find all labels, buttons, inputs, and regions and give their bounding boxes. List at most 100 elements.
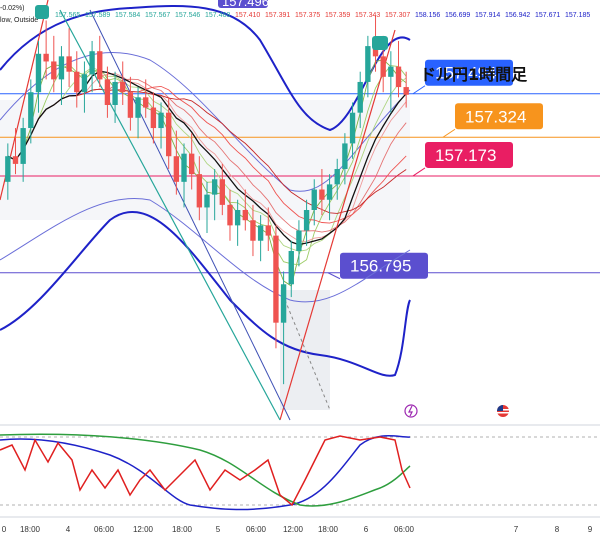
candle bbox=[181, 143, 187, 208]
chart-title: ドル円1時間足 bbox=[420, 65, 528, 84]
candle bbox=[51, 35, 57, 93]
candle bbox=[112, 71, 118, 123]
ticker-value: 158.156 bbox=[415, 12, 440, 19]
candle bbox=[196, 156, 203, 221]
trendline-teal-down bbox=[59, 9, 281, 421]
candle bbox=[12, 128, 19, 175]
price-tag-label: 157.324 bbox=[465, 107, 526, 126]
candle bbox=[5, 143, 11, 200]
mid-band-lower bbox=[0, 198, 411, 303]
candle bbox=[219, 163, 226, 216]
candle bbox=[342, 133, 348, 185]
flag-us-icon[interactable] bbox=[497, 405, 509, 417]
candle bbox=[326, 174, 333, 221]
candle bbox=[97, 35, 103, 88]
moving-average-ribbon bbox=[7, 59, 407, 287]
ticker-value: 157.343 bbox=[355, 12, 380, 19]
x-tick-label: 0 bbox=[2, 525, 7, 534]
candle bbox=[334, 158, 340, 200]
candle bbox=[158, 102, 164, 149]
x-tick-label: 8 bbox=[555, 525, 560, 534]
ticker-value: 157.565 bbox=[55, 12, 80, 19]
oscillator-pane bbox=[0, 433, 600, 511]
candle bbox=[127, 76, 134, 131]
candle bbox=[265, 207, 271, 251]
x-tick-label: 06:00 bbox=[94, 525, 115, 534]
legend-indicator: low, Outside bbox=[0, 17, 38, 24]
price-tag[interactable] bbox=[425, 59, 513, 86]
candle bbox=[89, 40, 95, 93]
candle bbox=[319, 169, 325, 216]
x-tick-label: 5 bbox=[216, 525, 221, 534]
candle bbox=[257, 215, 264, 262]
x-tick-label: 6 bbox=[364, 525, 369, 534]
ticker-value: 157.567 bbox=[145, 12, 170, 19]
candle bbox=[135, 87, 141, 139]
ticker-value: 157.584 bbox=[115, 12, 140, 19]
candle bbox=[150, 92, 157, 144]
x-tick-label: 18:00 bbox=[318, 525, 339, 534]
osc-green-line bbox=[0, 433, 411, 507]
candle bbox=[311, 179, 317, 226]
candle bbox=[388, 51, 394, 113]
x-tick-label: 12:00 bbox=[133, 525, 154, 534]
price-tag-label: 157.173 bbox=[435, 146, 496, 165]
candle bbox=[173, 130, 180, 195]
candle bbox=[273, 225, 279, 349]
candle bbox=[28, 79, 34, 144]
ticker-value: 157.185 bbox=[565, 12, 590, 19]
ticker-value: 157.410 bbox=[235, 12, 260, 19]
ticker-value: 157.589 bbox=[85, 12, 110, 19]
candle bbox=[204, 181, 210, 234]
ticker-value: 157.546 bbox=[175, 12, 200, 19]
candle bbox=[303, 199, 310, 246]
ma-black-line bbox=[7, 70, 407, 246]
x-tick-label: 06:00 bbox=[394, 525, 415, 534]
candle bbox=[188, 133, 195, 190]
candle bbox=[66, 28, 72, 88]
candle bbox=[104, 66, 111, 118]
candle bbox=[74, 51, 80, 108]
candle bbox=[143, 79, 149, 118]
x-tick-label: 18:00 bbox=[20, 525, 41, 534]
ticker-value: 157.671 bbox=[535, 12, 560, 19]
price-tag-label: 157.494 bbox=[435, 64, 496, 83]
legend-pct: -0.02%) bbox=[0, 5, 25, 12]
osc-red-line bbox=[0, 435, 411, 507]
candle bbox=[296, 220, 302, 267]
top-price-tag-label: 157.496 bbox=[222, 0, 269, 9]
top-price-tag bbox=[218, 0, 268, 8]
price-tag[interactable] bbox=[455, 103, 543, 130]
ticker-value: 157.307 bbox=[385, 12, 410, 19]
candle bbox=[403, 71, 409, 108]
candle bbox=[43, 20, 49, 80]
lightning-icon[interactable] bbox=[404, 404, 418, 418]
candle bbox=[357, 71, 363, 129]
x-tick-label: 18:00 bbox=[172, 525, 193, 534]
candle bbox=[349, 102, 356, 159]
outer-band-lower bbox=[0, 211, 411, 377]
candle bbox=[280, 271, 287, 385]
trendline-blue-down bbox=[89, 9, 291, 421]
ticker-value: 157.914 bbox=[475, 12, 500, 19]
price-tag[interactable] bbox=[425, 141, 513, 168]
signal-marker-1 bbox=[35, 5, 49, 19]
candle bbox=[120, 61, 126, 105]
x-tick-label: 4 bbox=[66, 525, 71, 534]
ticker-value: 156.699 bbox=[445, 12, 470, 19]
x-tick-label: 7 bbox=[514, 525, 519, 534]
price-tag[interactable] bbox=[340, 252, 428, 279]
candle bbox=[227, 189, 233, 241]
candle bbox=[250, 204, 256, 257]
x-tick-label: 12:00 bbox=[283, 525, 304, 534]
price-tag-label: 156.795 bbox=[350, 257, 411, 276]
osc-blue-line bbox=[0, 435, 411, 511]
ticker-value: 157.391 bbox=[265, 12, 290, 19]
candle bbox=[395, 40, 402, 98]
x-tick-label: 9 bbox=[588, 525, 593, 534]
candle bbox=[20, 117, 26, 182]
ticker-value: 156.942 bbox=[505, 12, 530, 19]
candle bbox=[242, 189, 248, 231]
ticker-value: 157.375 bbox=[295, 12, 320, 19]
